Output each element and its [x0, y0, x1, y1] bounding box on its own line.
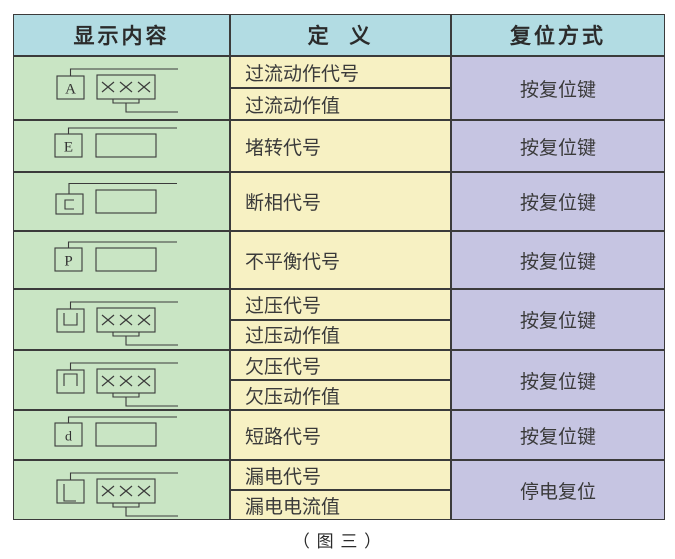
svg-text:P: P — [64, 254, 72, 270]
svg-text:A: A — [65, 82, 76, 98]
svg-text:d: d — [65, 430, 72, 445]
svg-text:E: E — [64, 140, 73, 156]
